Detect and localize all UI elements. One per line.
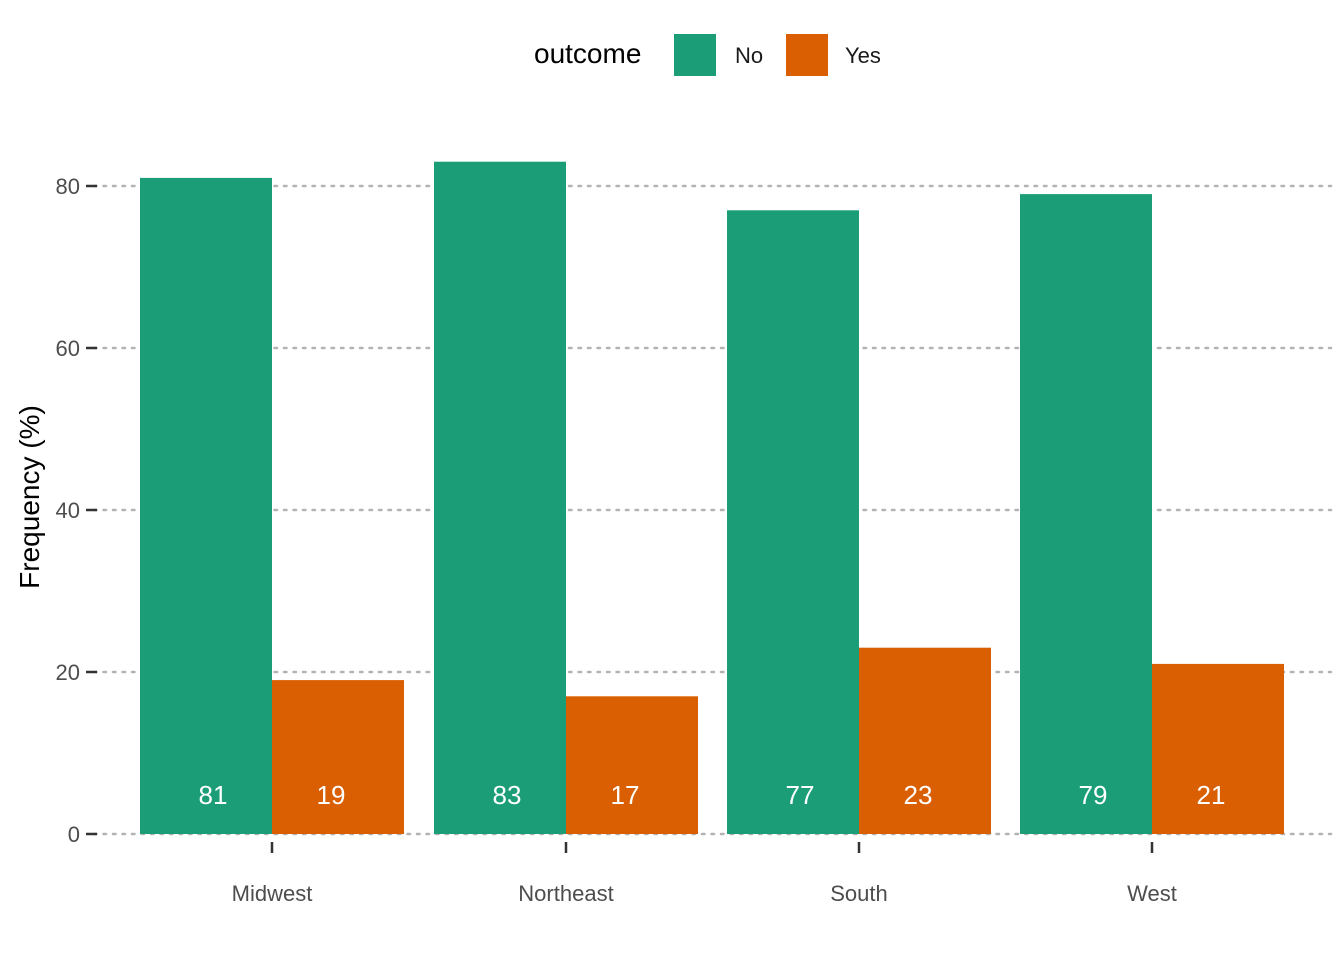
legend-key-yes	[786, 34, 828, 76]
data-label-midwest-no: 81	[199, 780, 228, 810]
bar-west-yes	[1152, 663, 1284, 834]
data-label-west-yes: 21	[1197, 780, 1226, 810]
bar-northeast-no	[434, 161, 566, 834]
legend: outcome No Yes	[0, 0, 1344, 110]
bar-northeast-yes	[566, 696, 698, 834]
x-tick-label-midwest: Midwest	[232, 881, 313, 906]
data-label-west-no: 79	[1079, 780, 1108, 810]
y-tick-label-40: 40	[56, 498, 80, 523]
y-tick-label-0: 0	[68, 822, 80, 847]
bar-south-yes	[859, 647, 991, 834]
bar-midwest-yes	[272, 680, 404, 834]
bar-south-no	[727, 210, 859, 835]
y-tick-label-80: 80	[56, 174, 80, 199]
bar-midwest-no	[140, 177, 272, 834]
data-label-northeast-no: 83	[493, 780, 522, 810]
x-tick-label-west: West	[1127, 881, 1177, 906]
legend-label-no: No	[735, 43, 764, 68]
x-tick-label-northeast: Northeast	[518, 881, 613, 906]
legend-label-yes: Yes	[845, 43, 881, 68]
data-label-northeast-yes: 17	[611, 780, 640, 810]
legend-key-no	[674, 34, 716, 76]
x-tick-label-south: South	[830, 881, 888, 906]
data-label-midwest-yes: 19	[317, 780, 346, 810]
y-tick-label-60: 60	[56, 336, 80, 361]
data-label-south-yes: 23	[904, 780, 933, 810]
legend-title: outcome	[534, 38, 642, 69]
bar-west-no	[1020, 194, 1152, 835]
y-tick-label-20: 20	[56, 660, 80, 685]
data-label-south-no: 77	[786, 780, 815, 810]
